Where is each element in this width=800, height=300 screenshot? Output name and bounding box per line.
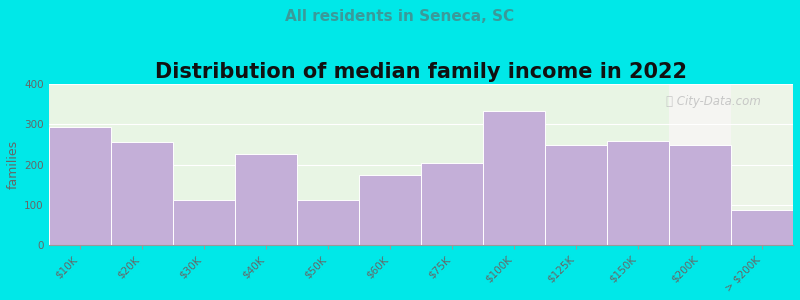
Bar	[421, 164, 483, 245]
Bar	[483, 111, 545, 245]
Bar	[49, 127, 110, 245]
Bar	[669, 84, 731, 245]
Bar	[731, 84, 793, 245]
Bar	[173, 200, 234, 245]
Bar	[234, 154, 297, 245]
Text: All residents in Seneca, SC: All residents in Seneca, SC	[286, 9, 514, 24]
Bar	[669, 145, 731, 245]
Bar	[110, 142, 173, 245]
Bar	[49, 84, 700, 245]
Bar	[297, 200, 358, 245]
Title: Distribution of median family income in 2022: Distribution of median family income in …	[155, 62, 687, 82]
Bar	[545, 145, 607, 245]
Bar	[731, 210, 793, 245]
Y-axis label: families: families	[7, 140, 20, 189]
Bar	[607, 141, 669, 245]
Bar	[358, 175, 421, 245]
Text: ⓘ City-Data.com: ⓘ City-Data.com	[666, 95, 762, 108]
